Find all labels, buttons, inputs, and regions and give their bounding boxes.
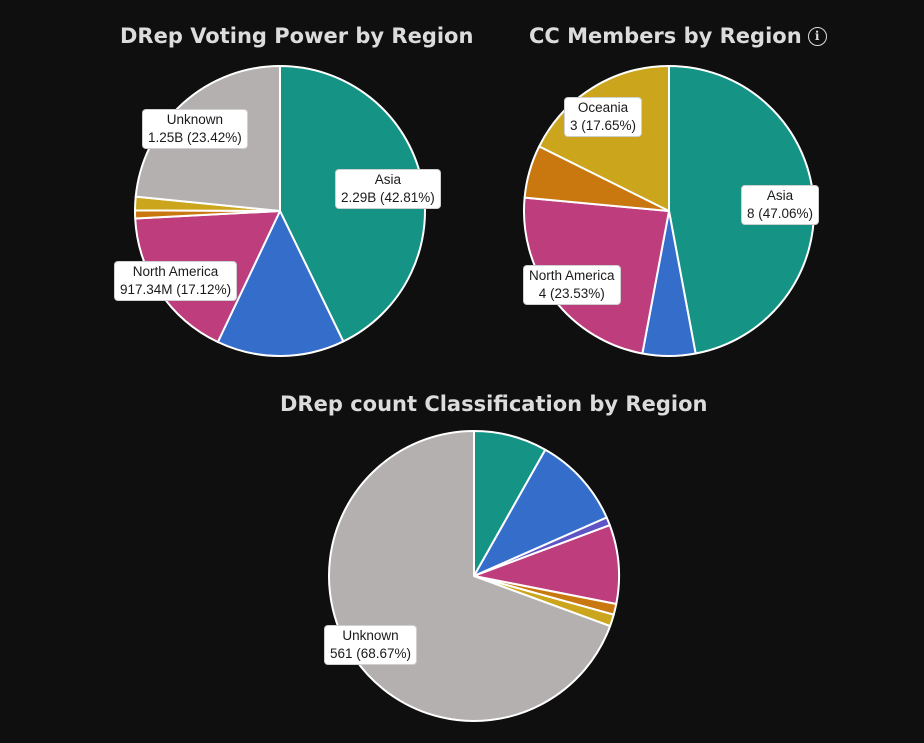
pie-slice-slice-1[interactable] [473,448,608,577]
slice-label-asia: Asia 2.29B (42.81%) [336,170,440,208]
slice-label-asia: Asia 8 (47.06%) [742,186,819,224]
slice-label-unknown: Unknown 1.25B (23.42%) [143,110,247,148]
chart-title-text: DRep Voting Power by Region [120,24,474,48]
slice-label-north-america: North America 4 (23.53%) [524,266,620,304]
chart-title-text: CC Members by Region [529,24,802,48]
info-icon[interactable]: i [807,26,827,46]
slice-label-unknown: Unknown 561 (68.67%) [325,626,417,664]
chart-title-drep-count: DRep count Classification by Region [280,392,707,416]
slice-label-oceania: Oceania 3 (17.65%) [565,98,642,136]
chart-title-drep-voting-power: DRep Voting Power by Region [120,24,473,48]
chart-title-text: DRep count Classification by Region [280,392,708,416]
pie-slice-slice-1[interactable] [216,210,345,357]
chart-title-cc-members: CC Members by Region i [529,24,827,48]
slice-label-north-america: North America 917.34M (17.12%) [115,262,237,300]
